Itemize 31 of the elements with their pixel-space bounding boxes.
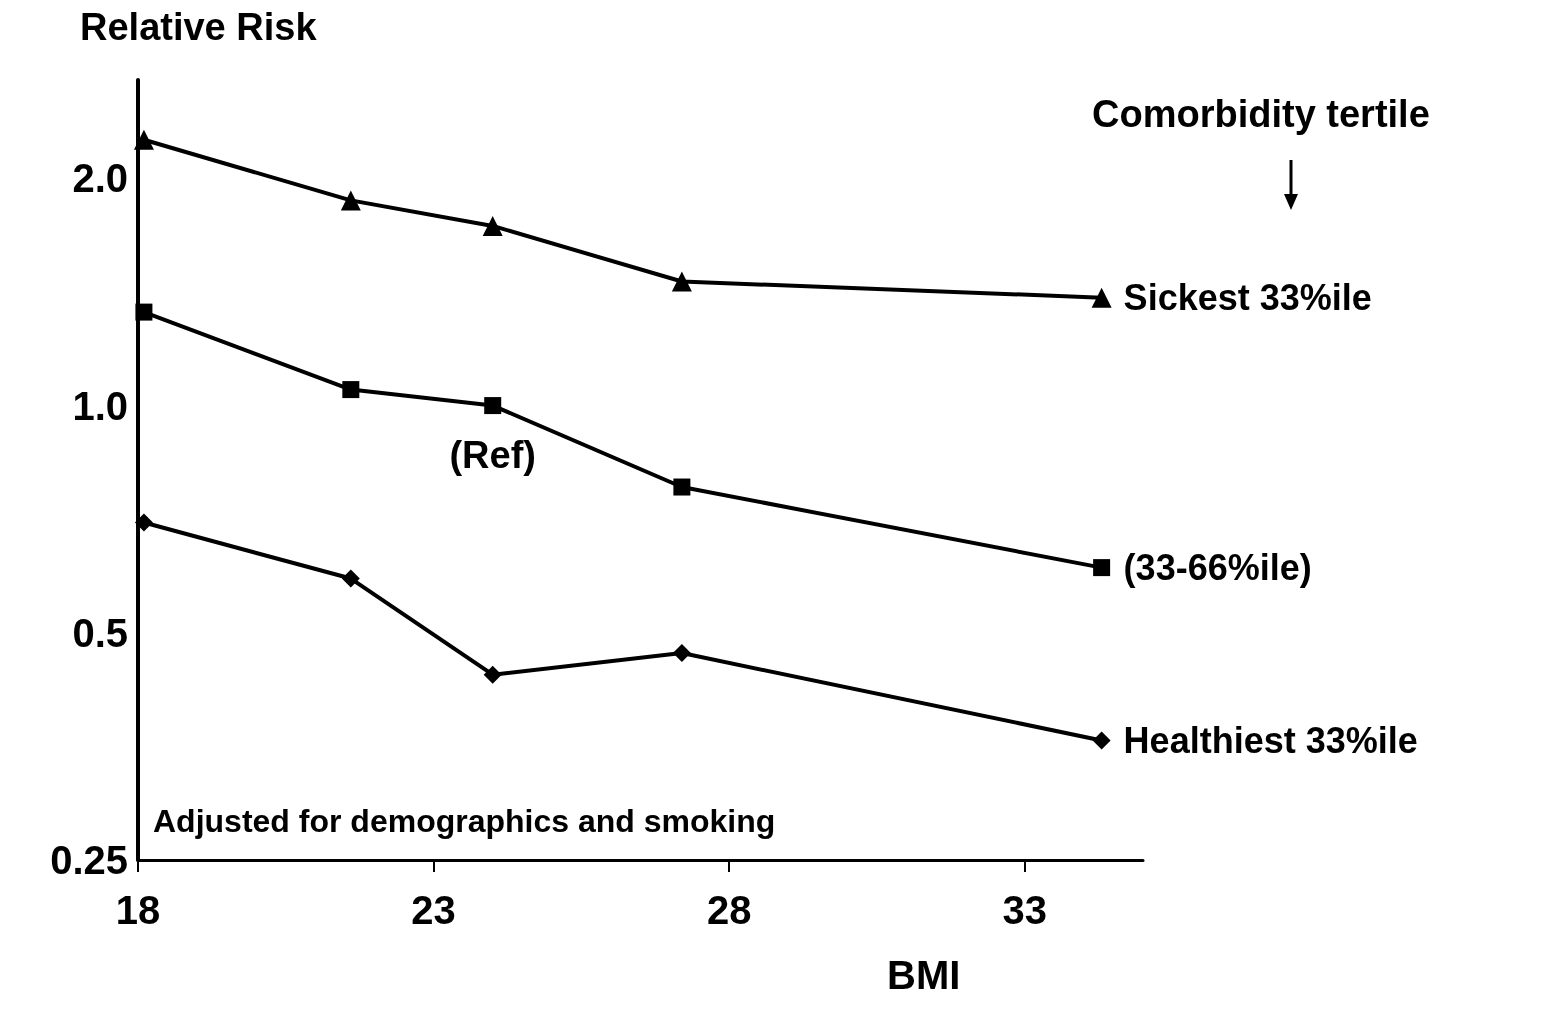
annotation: (Ref) xyxy=(449,433,536,476)
point xyxy=(1093,559,1111,577)
point xyxy=(341,569,360,588)
series-label: Healthiest 33%ile xyxy=(1123,719,1418,761)
point xyxy=(673,478,691,496)
y-axis-title: Relative Risk xyxy=(80,6,318,48)
series-label: Sickest 33%ile xyxy=(1123,277,1372,319)
x-tick-label: 28 xyxy=(706,888,752,932)
annotation: Adjusted for demographics and smoking xyxy=(153,803,776,839)
point xyxy=(342,381,360,399)
point xyxy=(484,397,502,415)
y-tick-label: 0.5 xyxy=(72,610,128,655)
point xyxy=(482,215,503,236)
y-tick-label: 0.25 xyxy=(50,838,128,882)
point xyxy=(672,644,691,663)
point xyxy=(483,665,502,684)
x-tick-label: 23 xyxy=(411,888,456,932)
y-tick-label: 2.0 xyxy=(72,156,128,201)
point xyxy=(671,271,692,292)
x-tick-label: 33 xyxy=(1002,888,1048,932)
legend-title: Comorbidity tertile xyxy=(1092,93,1430,135)
point xyxy=(340,190,361,211)
point xyxy=(1091,287,1112,308)
x-tick-label: 18 xyxy=(115,888,161,932)
point xyxy=(134,513,153,532)
y-tick-label: 1.0 xyxy=(72,383,128,428)
x-axis-title: BMI xyxy=(887,953,961,997)
point xyxy=(135,303,153,321)
series-label: (33-66%ile) xyxy=(1123,547,1312,589)
point xyxy=(1092,731,1111,750)
point xyxy=(133,129,154,150)
